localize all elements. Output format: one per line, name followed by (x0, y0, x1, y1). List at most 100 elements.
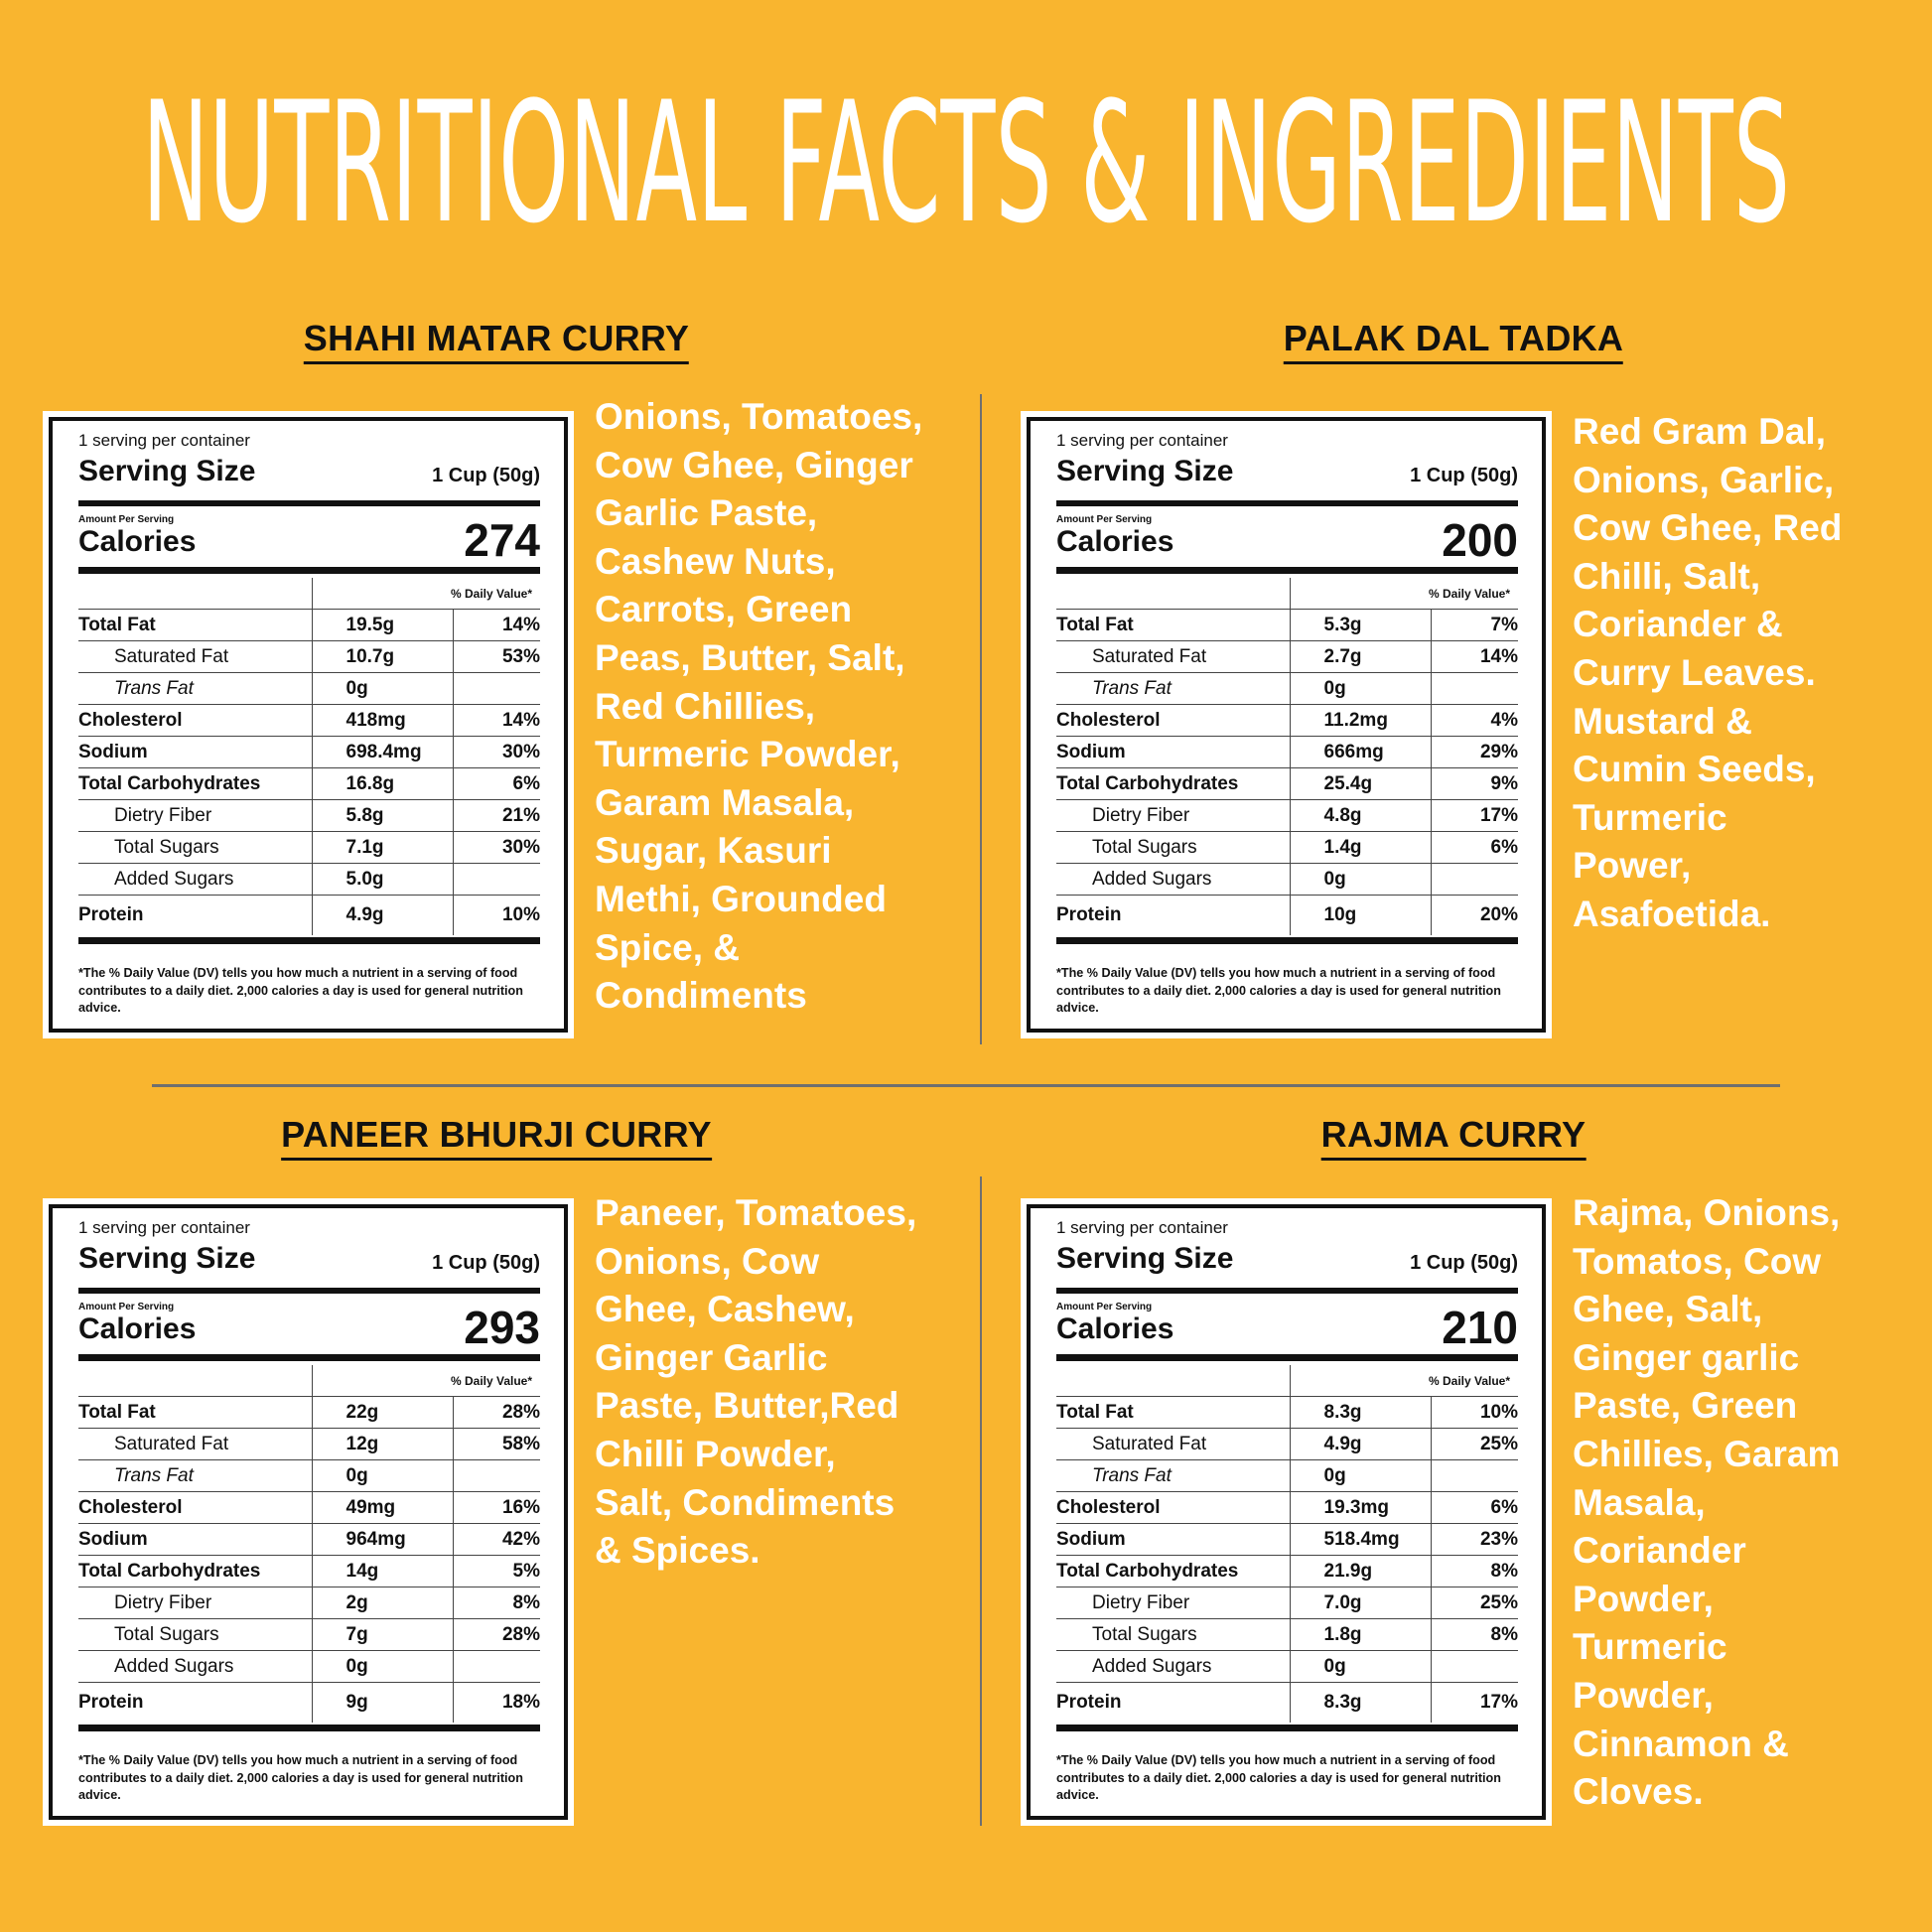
nutrient-row: Total Fat 5.3g 7% (1056, 609, 1519, 641)
nutrient-name: Trans Fat (78, 672, 313, 705)
serving-size: 1 Cup (50g) (1410, 1252, 1518, 1274)
ingredient-line: Powder, (1573, 1674, 1714, 1716)
nutrient-amount: 0g (1290, 1459, 1432, 1492)
bar (78, 500, 540, 506)
servings: 1 serving per container (78, 431, 250, 450)
calories: 210 (1442, 1302, 1518, 1353)
nutrient-dv: 9% (1431, 767, 1519, 800)
serving-size: 1 Cup (50g) (432, 465, 540, 486)
nutrient-dv: 8% (1431, 1618, 1519, 1651)
cell (1056, 578, 1291, 610)
nutrient-name: Total Fat (78, 1396, 313, 1429)
nutrient-row: Total Sugars 1.4g 6% (1056, 831, 1519, 864)
nutrient-amount: 49mg (312, 1491, 454, 1524)
nutrient-name: Saturated Fat (78, 1428, 313, 1460)
ingredients: Red Gram Dal, Onions, Garlic, Cow Ghee, Re… (1573, 408, 1842, 939)
footnote: *The % Daily Value (DV) tells you how mu… (78, 1753, 523, 1802)
nutrient-name: Dietry Fiber (78, 799, 313, 832)
cell (78, 1365, 313, 1397)
ingredient-line: Garlic Paste, (595, 492, 818, 534)
nutrient-row: Cholesterol 49mg 16% (78, 1491, 541, 1524)
ingredient-line: Paneer, Tomatoes, (595, 1192, 917, 1233)
nutrient-row: Saturated Fat 10.7g 53% (78, 640, 541, 673)
ingredients: Paneer, Tomatoes, Onions, Cow Ghee, Cashew… (595, 1189, 916, 1576)
nutrient-row: Total Sugars 7.1g 30% (78, 831, 541, 864)
nutrient-name: Total Fat (1056, 1396, 1291, 1429)
nutrient-row: Total Sugars 1.8g 8% (1056, 1618, 1519, 1651)
serving-size: 1 Cup (50g) (1410, 465, 1518, 486)
ingredient-line: Chilli, Salt, (1573, 555, 1761, 597)
ingredient-line: Sugar, Kasuri (595, 830, 832, 872)
bar (1056, 1354, 1518, 1361)
serving-size: 1 Cup (50g) (432, 1252, 540, 1274)
nutrient-amount: 0g (1290, 672, 1432, 705)
nutrient-amount: 2g (312, 1587, 454, 1619)
nutrient-dv: 21% (453, 799, 541, 832)
ingredient-line: Powder, (1573, 1578, 1714, 1619)
ingredient-line: Methi, Grounded (595, 878, 887, 919)
divider (980, 394, 982, 1044)
nutrient-amount: 964mg (312, 1523, 454, 1556)
ingredient-line: Carrots, Green (595, 589, 853, 630)
ingredient-line: & Spices. (595, 1530, 760, 1572)
panel-heading: RAJMA CURRY (1320, 1114, 1587, 1161)
nutrient-amount: 21.9g (1290, 1555, 1432, 1587)
nutrient-amount: 4.9g (1290, 1428, 1432, 1460)
nutrient-name: Trans Fat (78, 1459, 313, 1492)
footnote: *The % Daily Value (DV) tells you how mu… (1056, 966, 1501, 1015)
nutrient-name: Cholesterol (1056, 1491, 1291, 1524)
dv-header: % Daily Value* (312, 578, 541, 610)
nutrient-name: Sodium (1056, 1523, 1291, 1556)
ingredient-line: Turmeric Powder, (595, 734, 900, 775)
nutrient-amount: 1.8g (1290, 1618, 1432, 1651)
amount-per-serving: Amount Per Serving (78, 1302, 175, 1312)
nutrient-row: Total Carbohydrates 14g 5% (78, 1555, 541, 1587)
serving-size-label: Serving Size (78, 1242, 256, 1275)
ingredient-line: Salt, Condiments (595, 1481, 896, 1523)
nutrient-name: Sodium (1056, 736, 1291, 768)
nutrient-dv: 25% (1431, 1587, 1519, 1619)
nutrient-dv: 25% (1431, 1428, 1519, 1460)
ingredient-line: Spice, & (595, 926, 740, 968)
ingredient-line: Cow Ghee, Red (1573, 507, 1843, 549)
nutrient-name: Dietry Fiber (78, 1587, 313, 1619)
footnote: *The % Daily Value (DV) tells you how mu… (1056, 1753, 1501, 1802)
nutrient-row: Dietry Fiber 4.8g 17% (1056, 799, 1519, 832)
nutrient-row: Total Fat 19.5g 14% (78, 609, 541, 641)
nutrient-amount: 0g (1290, 863, 1432, 896)
nutrient-table: % Daily Value* Total Fat 22g 28% Saturated F… (78, 1365, 541, 1723)
nutrient-name: Total Fat (78, 609, 313, 641)
dv-header-row: % Daily Value* (78, 578, 541, 610)
nutrient-dv: 17% (1479, 1692, 1519, 1713)
ingredient-line: Paste, Butter,Red (595, 1385, 899, 1427)
nutrient-amount: 10g (1290, 895, 1432, 935)
nutrient-name: Saturated Fat (1056, 1428, 1291, 1460)
ingredient-line: Mustard & (1573, 700, 1752, 742)
nutrient-name: Trans Fat (1056, 1459, 1291, 1492)
bar (1056, 937, 1518, 944)
bar (1056, 1288, 1518, 1294)
nutrient-dv: 7% (1431, 609, 1519, 641)
calories: 274 (464, 514, 540, 566)
nutrient-row: Cholesterol 19.3mg 6% (1056, 1491, 1519, 1524)
amount-per-serving: Amount Per Serving (1056, 514, 1153, 525)
nutrient-row: Dietry Fiber 2g 8% (78, 1587, 541, 1619)
ingredient-line: Ginger Garlic (595, 1336, 828, 1378)
ingredient-line: Condiments (595, 975, 807, 1017)
nutrient-name: Cholesterol (1056, 704, 1291, 737)
ingredient-line: Onions, Tomatoes, (595, 396, 923, 437)
calories-label: Calories (1056, 1312, 1174, 1345)
bar (78, 937, 540, 944)
ingredient-line: Masala, (1573, 1481, 1706, 1523)
nutrient-name: Protein (78, 895, 313, 935)
nutrient-name: Protein (1056, 895, 1291, 935)
nutrient-name: Added Sugars (1056, 1650, 1291, 1683)
panel-heading: PALAK DAL TADKA (1283, 318, 1624, 364)
ingredient-line: Asafoetida. (1573, 893, 1771, 934)
nutrient-amount: 0g (312, 1650, 454, 1683)
nutrition-label: 1 serving per container Serving Size 1 Cup… (43, 1198, 574, 1826)
nutrient-row: Total Carbohydrates 16.8g 6% (78, 767, 541, 800)
ingredients: Onions, Tomatoes, Cow Ghee, Ginger Garlic … (595, 393, 922, 1021)
nutrient-row: Trans Fat 0g (78, 1459, 541, 1492)
